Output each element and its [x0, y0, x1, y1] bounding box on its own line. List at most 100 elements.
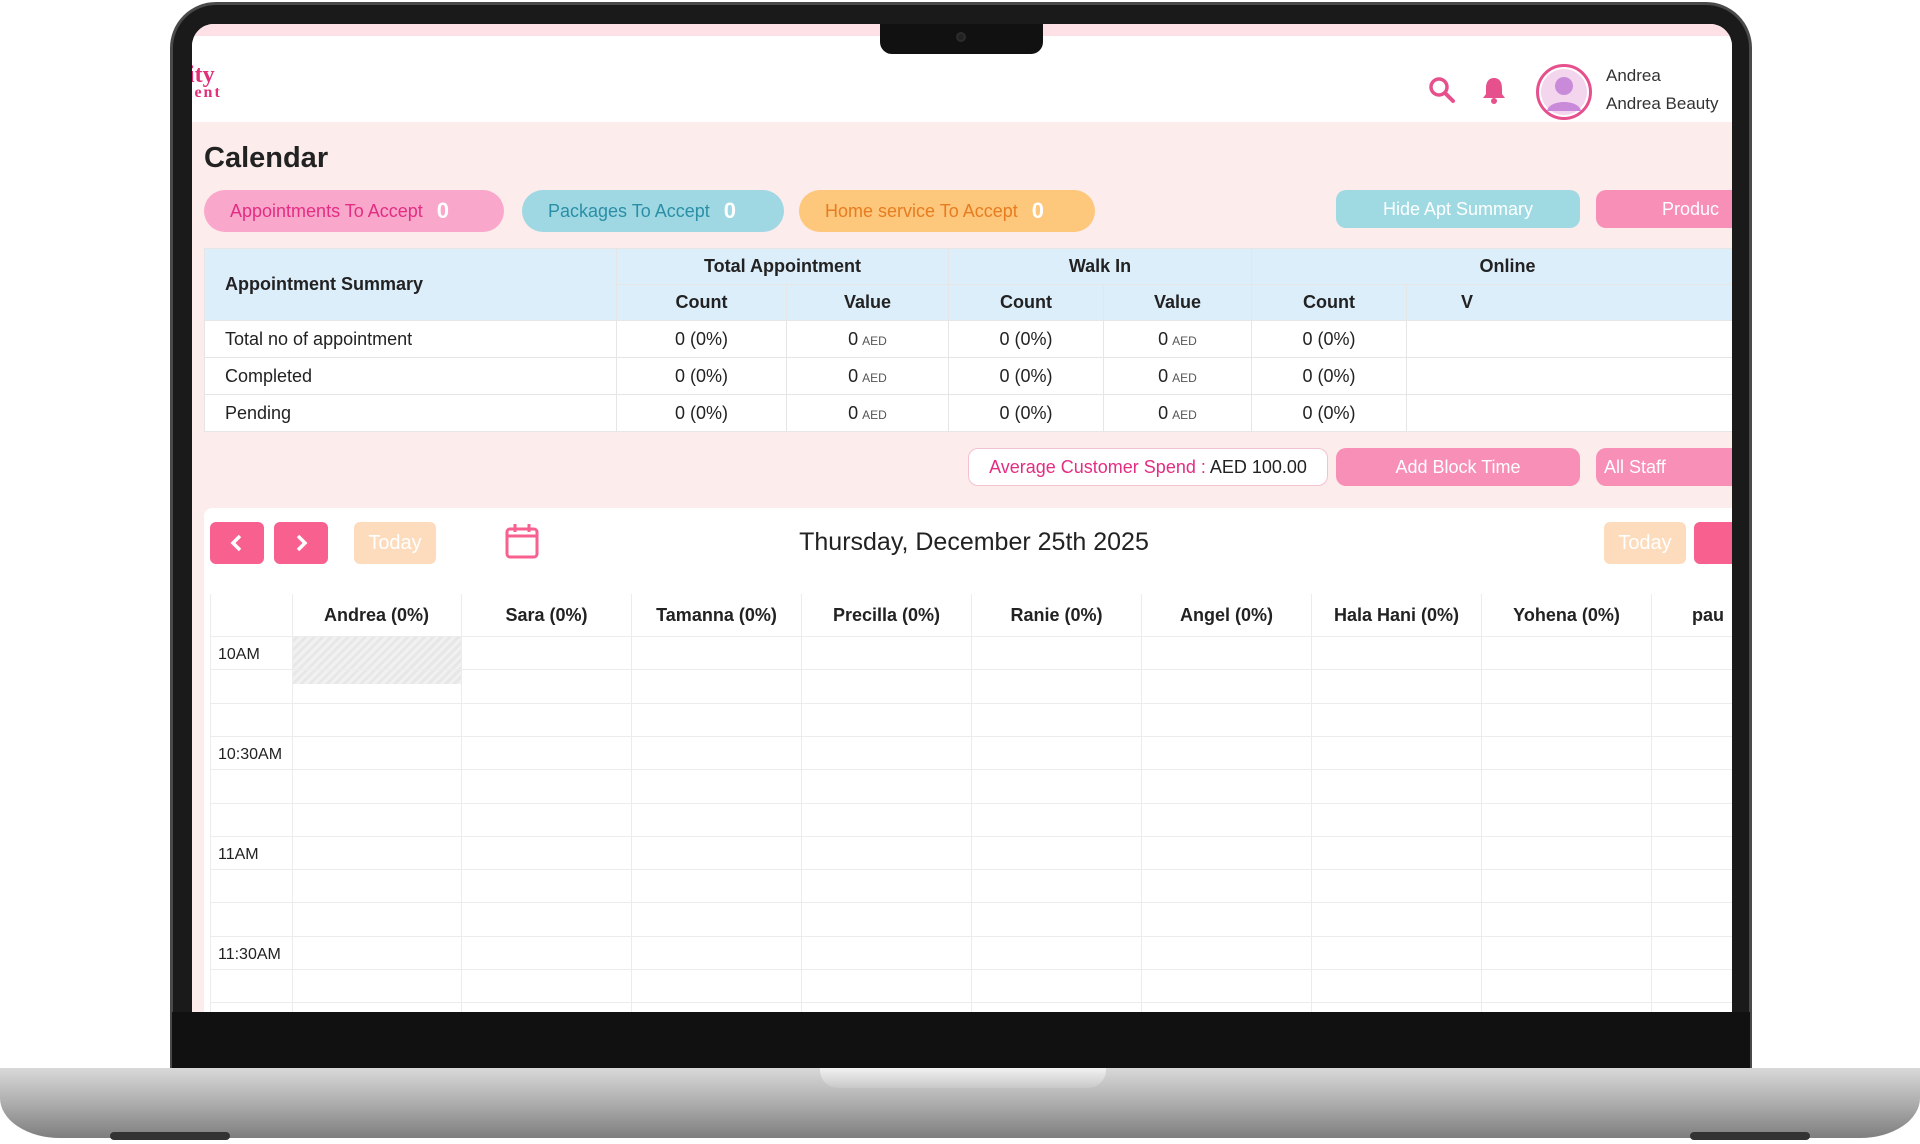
- staff-column-header[interactable]: Precilla (0%): [802, 594, 972, 636]
- summary-count-cell: 0 (0%): [1251, 357, 1407, 395]
- calendar-icon[interactable]: [504, 522, 540, 560]
- currency-label: AED: [1172, 407, 1197, 422]
- summary-value-cell: 0 AED: [1103, 320, 1252, 358]
- home-service-to-accept-count: 0: [1031, 198, 1045, 223]
- app-screen: ity ient Andrea Andrea Beauty Calendar A…: [192, 24, 1732, 1012]
- grid-row-line: [210, 835, 1732, 837]
- summary-value: 0: [848, 328, 859, 349]
- col-value: Value: [1103, 284, 1252, 321]
- summary-value: 0: [1158, 365, 1169, 386]
- packages-to-accept-label: Packages To Accept: [548, 200, 710, 221]
- summary-value-cell: 0 AED: [1103, 394, 1252, 432]
- staff-column-header[interactable]: Angel (0%): [1142, 594, 1312, 636]
- blocked-slot[interactable]: [292, 636, 462, 684]
- calendar-grid: Andrea (0%) Sara (0%) Tamanna (0%) Precilla…: [210, 594, 1732, 1012]
- col-count: Count: [616, 284, 787, 321]
- bell-icon[interactable]: [1478, 74, 1510, 106]
- appointments-to-accept-count: 0: [436, 198, 450, 223]
- chevron-right-icon: [296, 534, 308, 552]
- laptop-bezel: [172, 1012, 1750, 1070]
- group-walk-in: Walk In: [948, 248, 1252, 285]
- group-online: Online: [1251, 248, 1732, 285]
- grid-row-line: [210, 769, 1732, 771]
- brand-line-1: ity: [192, 62, 215, 88]
- summary-count-cell: 0 (0%): [948, 394, 1104, 432]
- home-service-to-accept-button[interactable]: Home service To Accept 0: [799, 190, 1095, 232]
- col-count: Count: [1251, 284, 1407, 321]
- prev-button[interactable]: [210, 522, 264, 564]
- currency-label: AED: [862, 333, 887, 348]
- brand-line-2: ient: [192, 84, 222, 101]
- search-icon[interactable]: [1426, 74, 1458, 106]
- grid-row-line: [210, 702, 1732, 704]
- staff-column-header[interactable]: Hala Hani (0%): [1312, 594, 1482, 636]
- summary-row-label: Total no of appointment: [204, 320, 617, 358]
- grid-row-line: [210, 1002, 1732, 1004]
- summary-row: Completed 0 (0%) 0 AED 0 (0%) 0 AED 0 (0%): [204, 357, 1732, 395]
- group-total-appointment: Total Appointment: [616, 248, 949, 285]
- camera-notch: [880, 24, 1043, 54]
- laptop-opening-notch: [820, 1068, 1106, 1088]
- summary-value-cell: [1406, 357, 1732, 395]
- prev-button-right[interactable]: [1694, 522, 1732, 564]
- brand-logo[interactable]: ity ient: [192, 62, 222, 102]
- staff-column-header[interactable]: pau: [1652, 594, 1732, 636]
- staff-column-header[interactable]: Yohena (0%): [1482, 594, 1652, 636]
- currency-label: AED: [862, 407, 887, 422]
- summary-value-cell: 0 AED: [1103, 357, 1252, 395]
- summary-value-cell: 0 AED: [786, 357, 949, 395]
- summary-count-cell: 0 (0%): [616, 357, 787, 395]
- average-customer-spend: Average Customer Spend : AED 100.00: [968, 448, 1328, 486]
- hide-apt-summary-button[interactable]: Hide Apt Summary: [1336, 190, 1580, 228]
- time-label: 10:30AM: [218, 746, 283, 763]
- summary-row-label: Pending: [204, 394, 617, 432]
- currency-label: AED: [862, 370, 887, 385]
- all-staff-select[interactable]: All Staff: [1596, 448, 1732, 486]
- summary-count-cell: 0 (0%): [948, 357, 1104, 395]
- summary-value-cell: [1406, 394, 1732, 432]
- next-button[interactable]: [274, 522, 328, 564]
- packages-to-accept-button[interactable]: Packages To Accept 0: [522, 190, 784, 232]
- summary-title: Appointment Summary: [204, 248, 617, 321]
- summary-value: 0: [1158, 328, 1169, 349]
- grid-row-line: [210, 902, 1732, 904]
- summary-value-cell: [1406, 320, 1732, 358]
- laptop-foot: [1690, 1132, 1810, 1140]
- summary-row: Pending 0 (0%) 0 AED 0 (0%) 0 AED 0 (0%): [204, 394, 1732, 432]
- staff-column-header[interactable]: Sara (0%): [462, 594, 632, 636]
- summary-row-label: Completed: [204, 357, 617, 395]
- today-button[interactable]: Today: [354, 522, 436, 564]
- page-title: Calendar: [204, 142, 329, 174]
- packages-to-accept-count: 0: [723, 198, 737, 223]
- summary-row: Total no of appointment 0 (0%) 0 AED 0 (0%) 0…: [204, 320, 1732, 358]
- summary-value: 0: [848, 365, 859, 386]
- avatar[interactable]: [1536, 64, 1592, 120]
- summary-value-cell: 0 AED: [786, 320, 949, 358]
- average-spend-label: Average Customer Spend :: [989, 456, 1206, 477]
- grid-row-line: [210, 969, 1732, 970]
- time-label: 10AM: [218, 646, 260, 663]
- products-button[interactable]: Produc: [1596, 190, 1732, 228]
- today-button-right[interactable]: Today: [1604, 522, 1686, 564]
- grid-row-line: [210, 935, 1732, 937]
- appointment-summary-table: Appointment Summary Total Appointment Wa…: [204, 248, 1732, 432]
- summary-count-cell: 0 (0%): [616, 320, 787, 358]
- appointments-to-accept-button[interactable]: Appointments To Accept 0: [204, 190, 504, 232]
- col-value: Value: [786, 284, 949, 321]
- business-name: Andrea Beauty: [1606, 94, 1719, 113]
- col-value: V: [1406, 284, 1732, 321]
- add-block-time-button[interactable]: Add Block Time: [1336, 448, 1580, 486]
- grid-row-line: [210, 669, 1732, 671]
- calendar-panel: Today Thursday, December 25th 2025 Today…: [204, 508, 1732, 1012]
- summary-count-cell: 0 (0%): [1251, 320, 1407, 358]
- grid-row-line: [210, 802, 1732, 804]
- staff-column-header[interactable]: Tamanna (0%): [632, 594, 802, 636]
- summary-value: 0: [1158, 402, 1169, 423]
- summary-count-cell: 0 (0%): [616, 394, 787, 432]
- appointments-to-accept-label: Appointments To Accept: [230, 200, 423, 221]
- staff-column-header[interactable]: Andrea (0%): [292, 594, 462, 636]
- summary-count-cell: 0 (0%): [1251, 394, 1407, 432]
- summary-value: 0: [848, 402, 859, 423]
- staff-column-header[interactable]: Ranie (0%): [972, 594, 1142, 636]
